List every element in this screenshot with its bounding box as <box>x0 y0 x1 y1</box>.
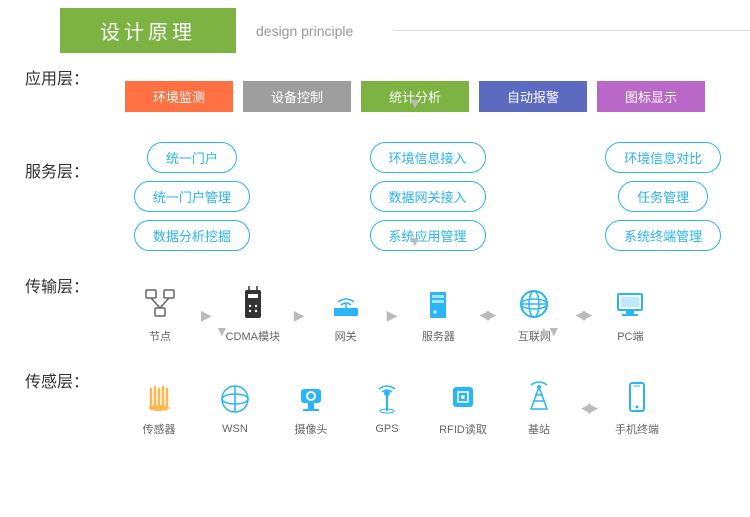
transport-item: PC端 <box>595 286 665 344</box>
internet-icon <box>516 286 552 322</box>
layer-label-transport: 传输层： <box>25 273 89 297</box>
service-row: 统一门户统一门户管理数据分析挖掘环境信息接入数据网关接入系统应用管理环境信息对比… <box>125 142 730 251</box>
station-icon <box>521 379 557 415</box>
transport-label: 服务器 <box>422 328 455 344</box>
service-pill: 环境信息接入 <box>370 142 486 173</box>
rfid-icon <box>445 379 481 415</box>
arrow-bi-down-icon: ▲▼ <box>537 323 557 339</box>
node-icon <box>142 286 178 322</box>
sensor-label: 基站 <box>528 421 550 437</box>
layer-label-service: 服务层： <box>25 158 89 182</box>
sensor-item: GPS <box>353 381 421 435</box>
transport-item: 互联网 <box>499 286 569 344</box>
arrow-right-icon: ▶ <box>387 307 398 324</box>
diagram: 应用层： 环境监测设备控制统计分析自动报警图标显示 ▼ 服务层： 统一门户统一门… <box>0 53 750 437</box>
gateway-icon <box>328 286 364 322</box>
transport-item: 网关 <box>311 286 381 344</box>
service-col: 环境信息接入数据网关接入系统应用管理 <box>361 142 495 251</box>
sensor-item: 基站 <box>505 379 573 437</box>
transport-item: 节点 <box>125 286 195 344</box>
camera-icon <box>293 379 329 415</box>
sensor-label: WSN <box>222 423 248 435</box>
service-col: 环境信息对比任务管理系统终端管理 <box>596 142 730 251</box>
arrow-down-icon: ▼ <box>215 323 229 339</box>
arrow-right-icon: ▶ <box>294 307 305 324</box>
service-col: 统一门户统一门户管理数据分析挖掘 <box>125 142 259 251</box>
app-box: 环境监测 <box>125 81 233 112</box>
arrow-bi-icon: ◀▶ <box>575 307 589 323</box>
phone-icon <box>619 379 655 415</box>
sensor-item: 摄像头 <box>277 379 345 437</box>
transport-item: 服务器 <box>403 286 473 344</box>
transport-label: PC端 <box>617 328 643 344</box>
service-pill: 统一门户管理 <box>134 181 250 212</box>
cdma-icon <box>235 286 271 322</box>
transport-label: 网关 <box>335 328 357 344</box>
sensor-label: RFID读取 <box>439 421 487 437</box>
title-en: design principle <box>256 23 393 39</box>
service-pill: 系统应用管理 <box>370 220 486 251</box>
header: 设计原理 design principle <box>0 8 750 53</box>
arrow-bi-icon: ◀▶ <box>581 400 595 416</box>
app-box: 设备控制 <box>243 81 351 112</box>
app-row: 环境监测设备控制统计分析自动报警图标显示 <box>125 81 730 112</box>
sensor-item: RFID读取 <box>429 379 497 437</box>
service-pill: 环境信息对比 <box>605 142 721 173</box>
sensor-label: 摄像头 <box>295 421 328 437</box>
title-zh: 设计原理 <box>60 8 236 53</box>
app-box: 自动报警 <box>479 81 587 112</box>
sensor-row: 传感器 WSN 摄像头 GPS RFID读取 基站 ◀▶ 手机终端 <box>125 379 730 437</box>
sensor-item: WSN <box>201 381 269 435</box>
service-pill: 统一门户 <box>147 142 237 173</box>
sensor-label: 传感器 <box>143 421 176 437</box>
pc-icon <box>612 286 648 322</box>
service-pill: 任务管理 <box>618 181 708 212</box>
app-box: 图标显示 <box>597 81 705 112</box>
transport-label: 节点 <box>149 328 171 344</box>
wsn-icon <box>217 381 253 417</box>
sensor-icon <box>141 379 177 415</box>
arrow-bi-icon: ◀▶ <box>479 307 493 323</box>
server-icon <box>420 286 456 322</box>
sensor-item: 传感器 <box>125 379 193 437</box>
service-pill: 系统终端管理 <box>605 220 721 251</box>
arrow-right-icon: ▶ <box>201 307 212 324</box>
service-pill: 数据分析挖掘 <box>134 220 250 251</box>
layer-label-sensor: 传感层： <box>25 368 89 392</box>
sensor-item: 手机终端 <box>603 379 671 437</box>
transport-label: CDMA模块 <box>226 328 280 344</box>
sensor-label: 手机终端 <box>615 421 659 437</box>
arrow-down-icon: ▼ <box>408 95 422 111</box>
header-divider <box>393 30 750 31</box>
arrow-down-icon: ▼ <box>408 233 422 249</box>
sensor-label: GPS <box>375 423 398 435</box>
gps-icon <box>369 381 405 417</box>
service-pill: 数据网关接入 <box>370 181 486 212</box>
layer-label-app: 应用层： <box>25 65 89 89</box>
